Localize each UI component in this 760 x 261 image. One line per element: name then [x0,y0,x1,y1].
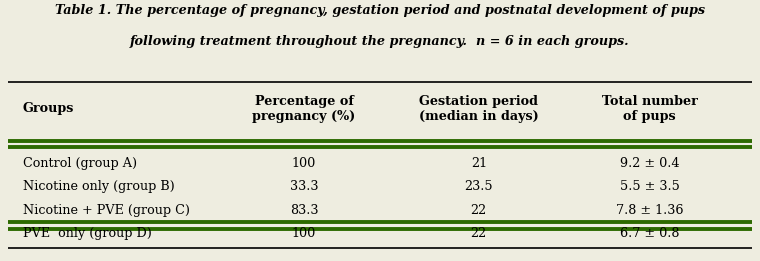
Text: 100: 100 [292,227,316,240]
Text: Table 1. The percentage of pregnancy, gestation period and postnatal development: Table 1. The percentage of pregnancy, ge… [55,4,705,17]
Text: Nicotine only (group B): Nicotine only (group B) [23,180,175,193]
Text: Groups: Groups [23,103,74,115]
Text: 7.8 ± 1.36: 7.8 ± 1.36 [616,204,683,217]
Text: following treatment throughout the pregnancy.  n = 6 in each groups.: following treatment throughout the pregn… [130,35,630,48]
Text: Control (group A): Control (group A) [23,157,137,170]
Text: Nicotine + PVE (group C): Nicotine + PVE (group C) [23,204,190,217]
Text: 100: 100 [292,157,316,170]
Text: 33.3: 33.3 [290,180,318,193]
Text: 22: 22 [470,227,487,240]
Text: 22: 22 [470,204,487,217]
Text: 9.2 ± 0.4: 9.2 ± 0.4 [620,157,679,170]
Text: 6.7 ± 0.8: 6.7 ± 0.8 [620,227,679,240]
Text: Gestation period
(median in days): Gestation period (median in days) [419,95,539,123]
Text: 23.5: 23.5 [464,180,493,193]
Text: 5.5 ± 3.5: 5.5 ± 3.5 [620,180,679,193]
Text: Total number
of pups: Total number of pups [602,95,698,123]
Text: PVE  only (group D): PVE only (group D) [23,227,152,240]
Text: 83.3: 83.3 [290,204,318,217]
Text: Percentage of
pregnancy (%): Percentage of pregnancy (%) [252,95,356,123]
Text: 21: 21 [470,157,487,170]
